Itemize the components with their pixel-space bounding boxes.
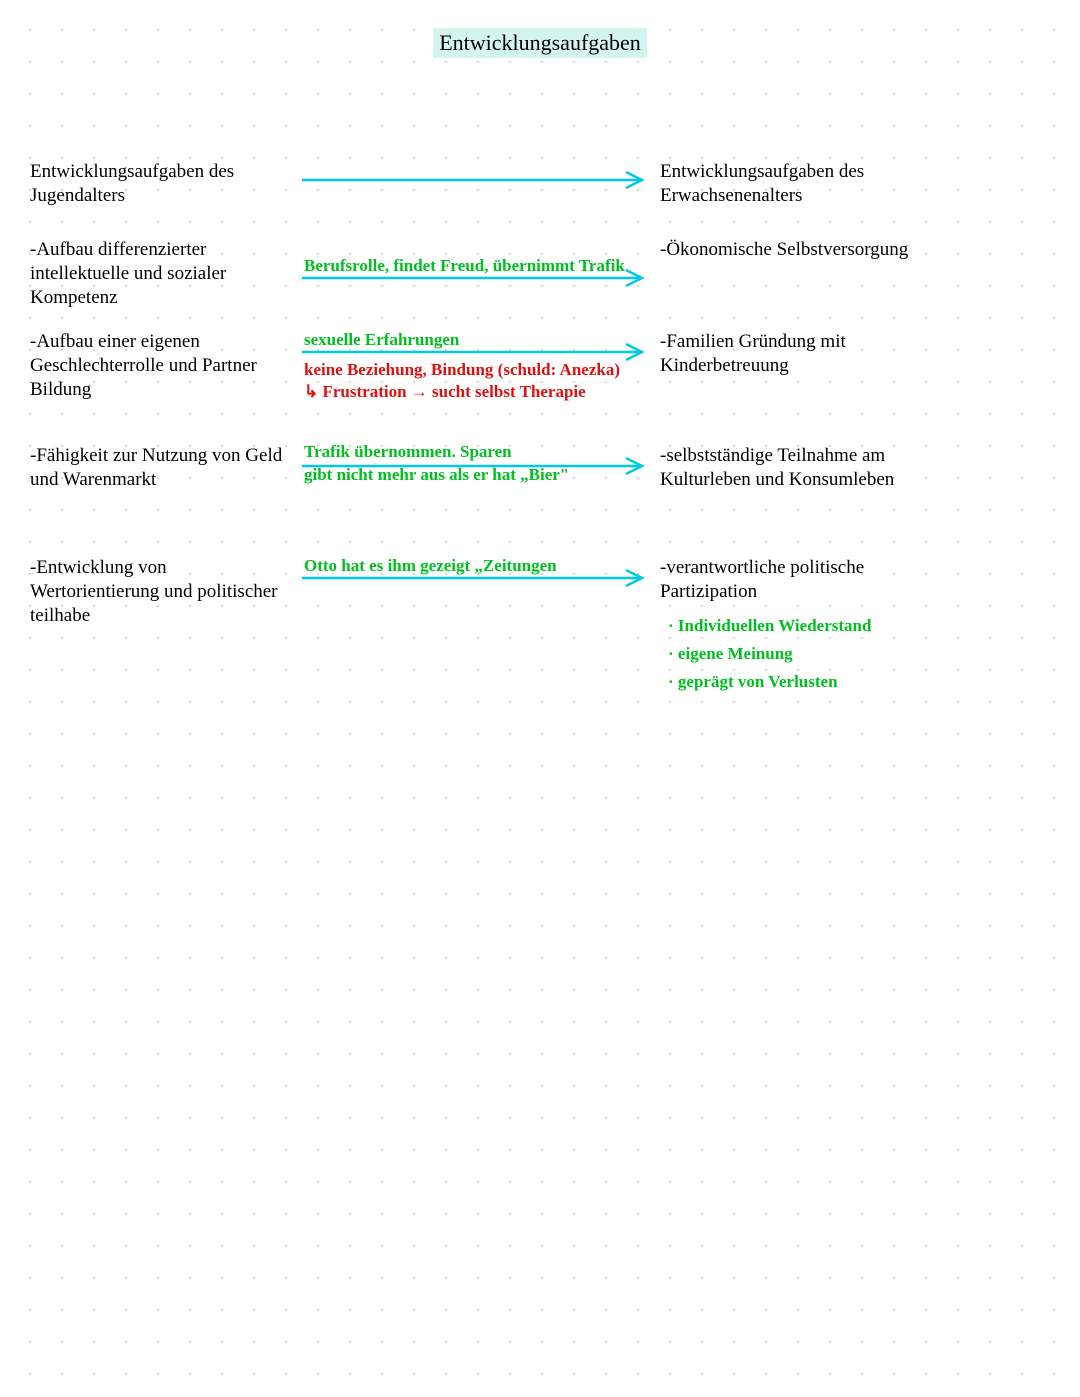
adult-task-item: -Familien Gründung mit Kinderbetreuung: [660, 330, 920, 378]
handwritten-annotation: keine Beziehung, Bindung (schuld: Anezka…: [304, 360, 664, 380]
arrow-icon: [300, 165, 660, 195]
handwritten-annotation: ↳ Frustration → sucht selbst Therapie: [304, 382, 664, 402]
handwritten-annotation: · Individuellen Wiederstand: [668, 616, 1028, 636]
adult-task-item: -selbstständige Teilnahme am Kulturleben…: [660, 444, 920, 492]
youth-task-item: -Fähigkeit zur Nutzung von Geld und Ware…: [30, 444, 290, 492]
handwritten-annotation: gibt nicht mehr aus als er hat „Bier": [304, 465, 664, 485]
youth-task-item: -Entwicklung von Wertorientierung und po…: [30, 556, 290, 627]
handwritten-annotation: · eigene Meinung: [668, 644, 1028, 664]
handwritten-annotation: sexuelle Erfahrungen: [304, 330, 664, 350]
adult-task-item: -verantwortliche politische Partizipatio…: [660, 556, 920, 604]
handwritten-annotation: · geprägt von Verlusten: [668, 672, 1028, 692]
youth-task-item: -Aufbau differenzierter intellektuelle u…: [30, 238, 290, 309]
youth-task-item: -Aufbau einer eigenen Geschlechterrolle …: [30, 330, 290, 401]
handwritten-annotation: Otto hat es ihm gezeigt „Zeitungen: [304, 556, 664, 576]
adult-task-item: -Ökonomische Selbstversorgung: [660, 238, 920, 262]
column-header-youth: Entwicklungsaufgaben des Jugendalters: [30, 160, 290, 208]
page-title: Entwicklungsaufgaben: [433, 28, 647, 58]
column-header-adult: Entwicklungsaufgaben des Erwachsenenalte…: [660, 160, 920, 208]
handwritten-annotation: Trafik übernommen. Sparen: [304, 442, 664, 462]
handwritten-annotation: Berufsrolle, findet Freud, übernimmt Tra…: [304, 256, 664, 276]
